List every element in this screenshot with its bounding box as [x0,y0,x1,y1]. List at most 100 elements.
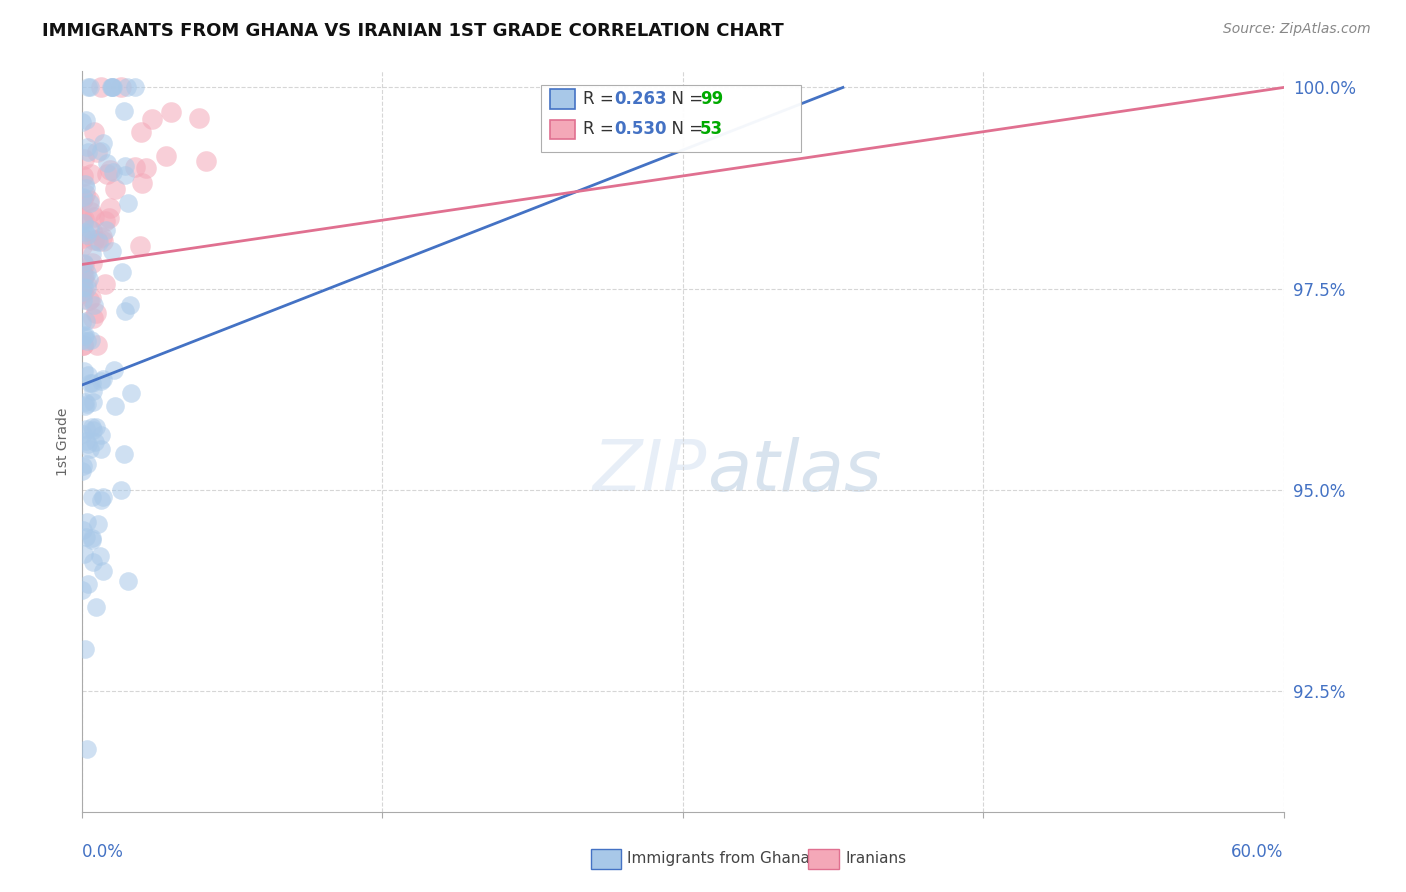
Point [103,165,125,179]
Text: 99: 99 [700,90,724,108]
Point [79,442,101,456]
Point [75,434,97,449]
Point [82,256,104,270]
Point [86,233,108,247]
Point [83,125,105,139]
Point [117,80,139,95]
Point [101,80,124,95]
Point [101,80,124,95]
Point [89,549,111,564]
Point [91,564,114,578]
Point [86,338,108,352]
Text: Immigrants from Ghana: Immigrants from Ghana [627,851,810,865]
Point [93,214,115,228]
Point [90,428,112,442]
Point [73,268,96,283]
Point [76,457,98,471]
Point [76,228,98,243]
Text: 60.0%: 60.0% [1232,843,1284,861]
Point [98,163,121,178]
Point [79,291,101,305]
Point [114,159,136,173]
Point [101,80,124,95]
Point [83,298,105,312]
Point [72,364,94,378]
Point [75,314,97,328]
Point [93,234,115,248]
Text: ZIP: ZIP [592,437,707,506]
Point [79,333,101,347]
Point [72,238,94,252]
Point [91,372,114,386]
Point [70,265,93,279]
Point [72,338,94,352]
Point [73,547,96,561]
Point [76,266,98,280]
Text: Iranians: Iranians [845,851,905,865]
Point [72,286,94,301]
Point [76,139,98,153]
Point [72,231,94,245]
Point [90,374,112,388]
Point [96,156,118,170]
Point [79,221,101,235]
Point [76,577,98,591]
Point [70,115,93,129]
Point [94,223,117,237]
Point [73,187,96,202]
Point [111,265,134,279]
Point [83,210,105,224]
Point [80,205,103,219]
Point [98,211,121,225]
Y-axis label: 1st Grade: 1st Grade [56,408,70,475]
Point [100,80,122,95]
Point [73,329,96,343]
Text: R =: R = [583,90,620,108]
Point [79,195,101,210]
Point [110,80,132,95]
Point [72,169,94,184]
Point [70,333,93,347]
Point [103,362,125,376]
Point [72,583,94,598]
Point [160,104,183,119]
Point [77,293,100,307]
Point [72,523,94,537]
Point [117,574,139,589]
Point [100,244,122,259]
Point [72,193,94,207]
Point [124,160,146,174]
Point [76,368,98,383]
Point [82,555,104,569]
Point [84,420,107,434]
Point [77,436,100,450]
Text: atlas: atlas [707,437,882,506]
Point [93,277,115,292]
Point [90,80,112,95]
Text: 0.0%: 0.0% [82,843,124,861]
Point [110,483,132,498]
Point [118,298,141,312]
Point [70,277,93,291]
Point [70,464,93,478]
Point [77,145,100,159]
Text: 53: 53 [700,120,723,138]
Point [76,281,98,295]
Point [73,216,96,230]
Point [72,190,94,204]
Point [112,103,135,118]
Point [91,136,114,150]
Point [84,306,107,320]
Point [76,112,98,127]
Point [86,145,108,160]
Text: N =: N = [661,90,709,108]
Point [73,258,96,272]
Point [82,424,104,438]
Point [76,515,98,529]
Point [124,80,146,95]
Point [128,239,150,253]
Point [70,315,93,329]
Point [117,195,139,210]
Point [91,229,114,244]
Text: IMMIGRANTS FROM GHANA VS IRANIAN 1ST GRADE CORRELATION CHART: IMMIGRANTS FROM GHANA VS IRANIAN 1ST GRA… [42,22,785,40]
